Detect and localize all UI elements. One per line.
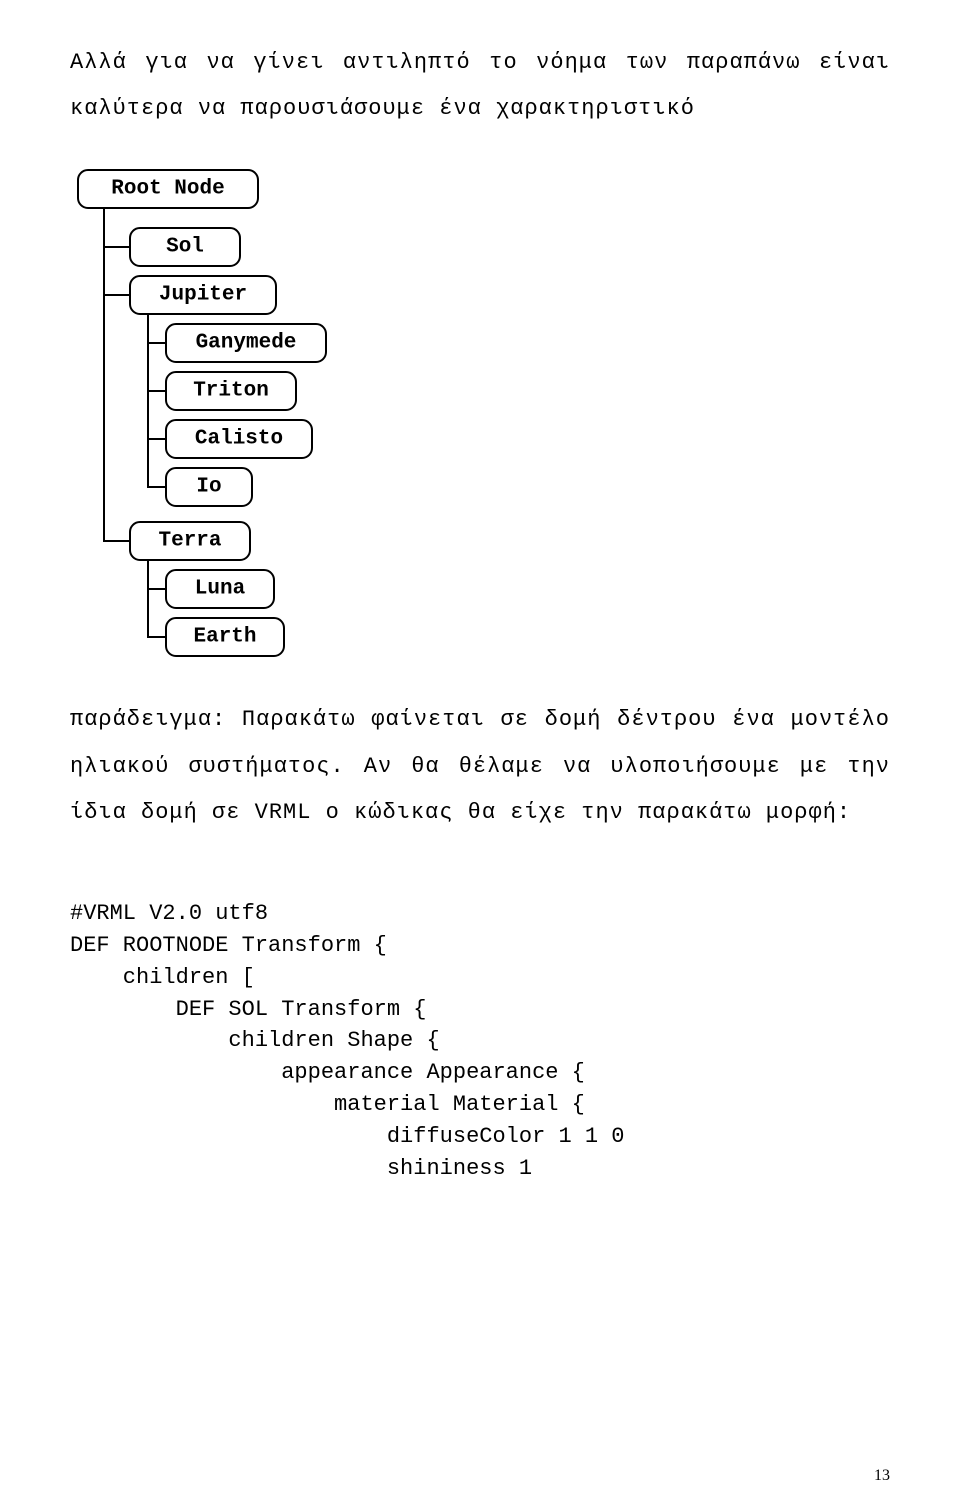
tree-edge (104, 208, 130, 247)
tree-node-label: Sol (166, 236, 204, 259)
tree-node-label: Io (196, 476, 221, 499)
tree-node-label: Jupiter (159, 284, 247, 307)
code-line: DEF ROOTNODE Transform { (70, 933, 387, 958)
tree-edge (148, 560, 166, 589)
code-line: diffuseColor 1 1 0 (70, 1124, 625, 1149)
tree-node-label: Earth (193, 626, 256, 649)
code-line: shininess 1 (70, 1156, 532, 1181)
tree-edge (104, 247, 130, 295)
tree-edge (104, 295, 130, 541)
page: Αλλά για να γίνει αντιληπτό το νόημα των… (0, 0, 960, 1505)
tree-node-label: Ganymede (196, 332, 297, 355)
code-line: material Material { (70, 1092, 585, 1117)
tree-node-root: Root Node (78, 170, 258, 208)
tree-diagram-container: Root Node Sol Jupiter Ganymede Triton Calisto… (70, 162, 890, 667)
code-line: children Shape { (70, 1028, 440, 1053)
code-line: #VRML V2.0 utf8 (70, 901, 268, 926)
page-number: 13 (874, 1467, 890, 1485)
tree-node-terra: Terra (130, 522, 250, 560)
tree-node-sol: Sol (130, 228, 240, 266)
tree-edge (148, 343, 166, 391)
tree-node-triton: Triton (166, 372, 296, 410)
tree-edge (148, 314, 166, 343)
code-line: DEF SOL Transform { (70, 997, 426, 1022)
tree-node-ganymede: Ganymede (166, 324, 326, 362)
tree-node-label: Calisto (195, 428, 283, 451)
tree-node-jupiter: Jupiter (130, 276, 276, 314)
tree-node-label: Luna (195, 578, 246, 601)
paragraph-1: Αλλά για να γίνει αντιληπτό το νόημα των… (70, 40, 890, 132)
code-line: appearance Appearance { (70, 1060, 585, 1085)
tree-edge (148, 439, 166, 487)
tree-node-io: Io (166, 468, 252, 506)
tree-node-label: Terra (158, 530, 221, 553)
tree-edge (148, 391, 166, 439)
code-block: #VRML V2.0 utf8 DEF ROOTNODE Transform {… (70, 866, 890, 1185)
tree-node-calisto: Calisto (166, 420, 312, 458)
tree-node-luna: Luna (166, 570, 274, 608)
paragraph-2: παράδειγμα: Παρακάτω φαίνεται σε δομή δέ… (70, 697, 890, 836)
tree-node-label: Root Node (111, 178, 224, 201)
tree-node-earth: Earth (166, 618, 284, 656)
tree-diagram: Root Node Sol Jupiter Ganymede Triton Calisto… (70, 162, 380, 662)
tree-edge (148, 589, 166, 637)
tree-node-label: Triton (193, 380, 269, 403)
code-line: children [ (70, 965, 255, 990)
